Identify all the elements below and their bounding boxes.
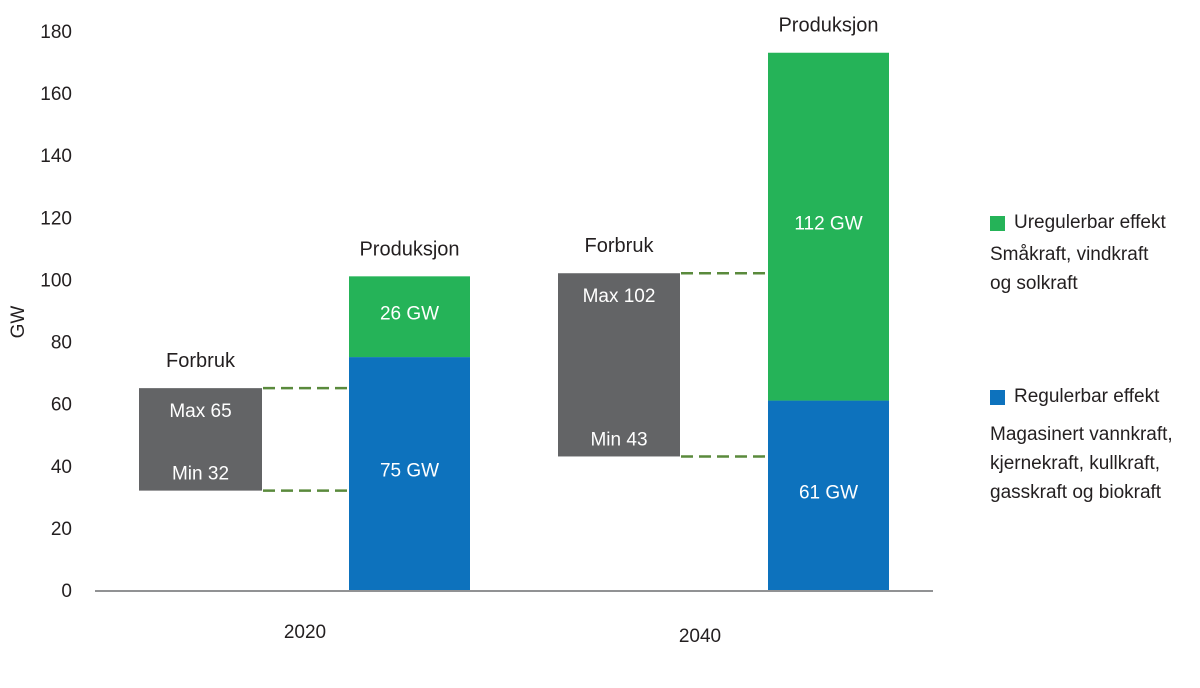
production-label: Produksjon: [359, 238, 459, 260]
y-tick-label: 80: [51, 333, 72, 354]
legend-desc-line: Småkraft, vindkraft: [990, 244, 1149, 265]
x-category-label: 2040: [679, 626, 721, 647]
consumption-min-label: Min 43: [590, 429, 647, 450]
y-tick-label: 120: [40, 208, 72, 229]
production-label: Produksjon: [778, 15, 878, 37]
y-tick-label: 0: [61, 581, 72, 602]
production-bar-uregulerbar: [768, 52, 889, 401]
consumption-min-label: Min 32: [172, 464, 229, 485]
legend-desc-line: kjernekraft, kullkraft,: [990, 453, 1160, 474]
production-value-uregulerbar: 26 GW: [380, 304, 439, 325]
consumption-range-bar: [139, 388, 262, 491]
y-tick-label: 20: [51, 519, 72, 540]
y-tick-label: 160: [40, 84, 72, 105]
legend-desc-line: og solkraft: [990, 273, 1078, 294]
legend-desc-regulerbar: Magasinert vannkraft, kjernekraft, kullk…: [990, 420, 1200, 507]
y-axis-label: GW: [8, 306, 29, 339]
y-tick-label: 140: [40, 146, 72, 167]
x-category-label: 2020: [284, 622, 326, 643]
consumption-max-label: Max 102: [583, 286, 656, 307]
legend-desc-line: Magasinert vannkraft,: [990, 424, 1173, 445]
consumption-range-bar: [558, 273, 680, 457]
legend-swatch-regulerbar: [990, 389, 1005, 405]
legend-desc-uregulerbar: Småkraft, vindkraft og solkraft: [990, 240, 1200, 298]
y-tick-label: 180: [40, 22, 72, 43]
legend-swatch-uregulerbar: [990, 215, 1005, 231]
production-value-uregulerbar: 112 GW: [794, 214, 862, 235]
y-tick-label: 40: [51, 457, 72, 478]
legend-desc-line: gasskraft og biokraft: [990, 482, 1162, 503]
production-value-regulerbar: 61 GW: [799, 482, 858, 503]
production-bar-uregulerbar: [349, 276, 470, 358]
legend-label-regulerbar: Regulerbar effekt: [1014, 386, 1160, 407]
legend: Uregulerbar effekt Småkraft, vindkraft o…: [990, 0, 1200, 688]
legend-item-uregulerbar: Uregulerbar effekt Småkraft, vindkraft o…: [990, 212, 1200, 298]
production-bar-regulerbar: [768, 400, 889, 590]
production-bar-regulerbar: [349, 357, 470, 590]
consumption-label: Forbruk: [585, 235, 655, 257]
legend-label-uregulerbar: Uregulerbar effekt: [1014, 212, 1166, 233]
y-tick-label: 60: [51, 395, 72, 416]
legend-item-regulerbar: Regulerbar effekt Magasinert vannkraft, …: [990, 386, 1200, 507]
y-tick-label: 100: [40, 270, 72, 291]
consumption-max-label: Max 65: [169, 401, 231, 422]
production-value-regulerbar: 75 GW: [380, 461, 439, 482]
consumption-label: Forbruk: [166, 350, 236, 372]
